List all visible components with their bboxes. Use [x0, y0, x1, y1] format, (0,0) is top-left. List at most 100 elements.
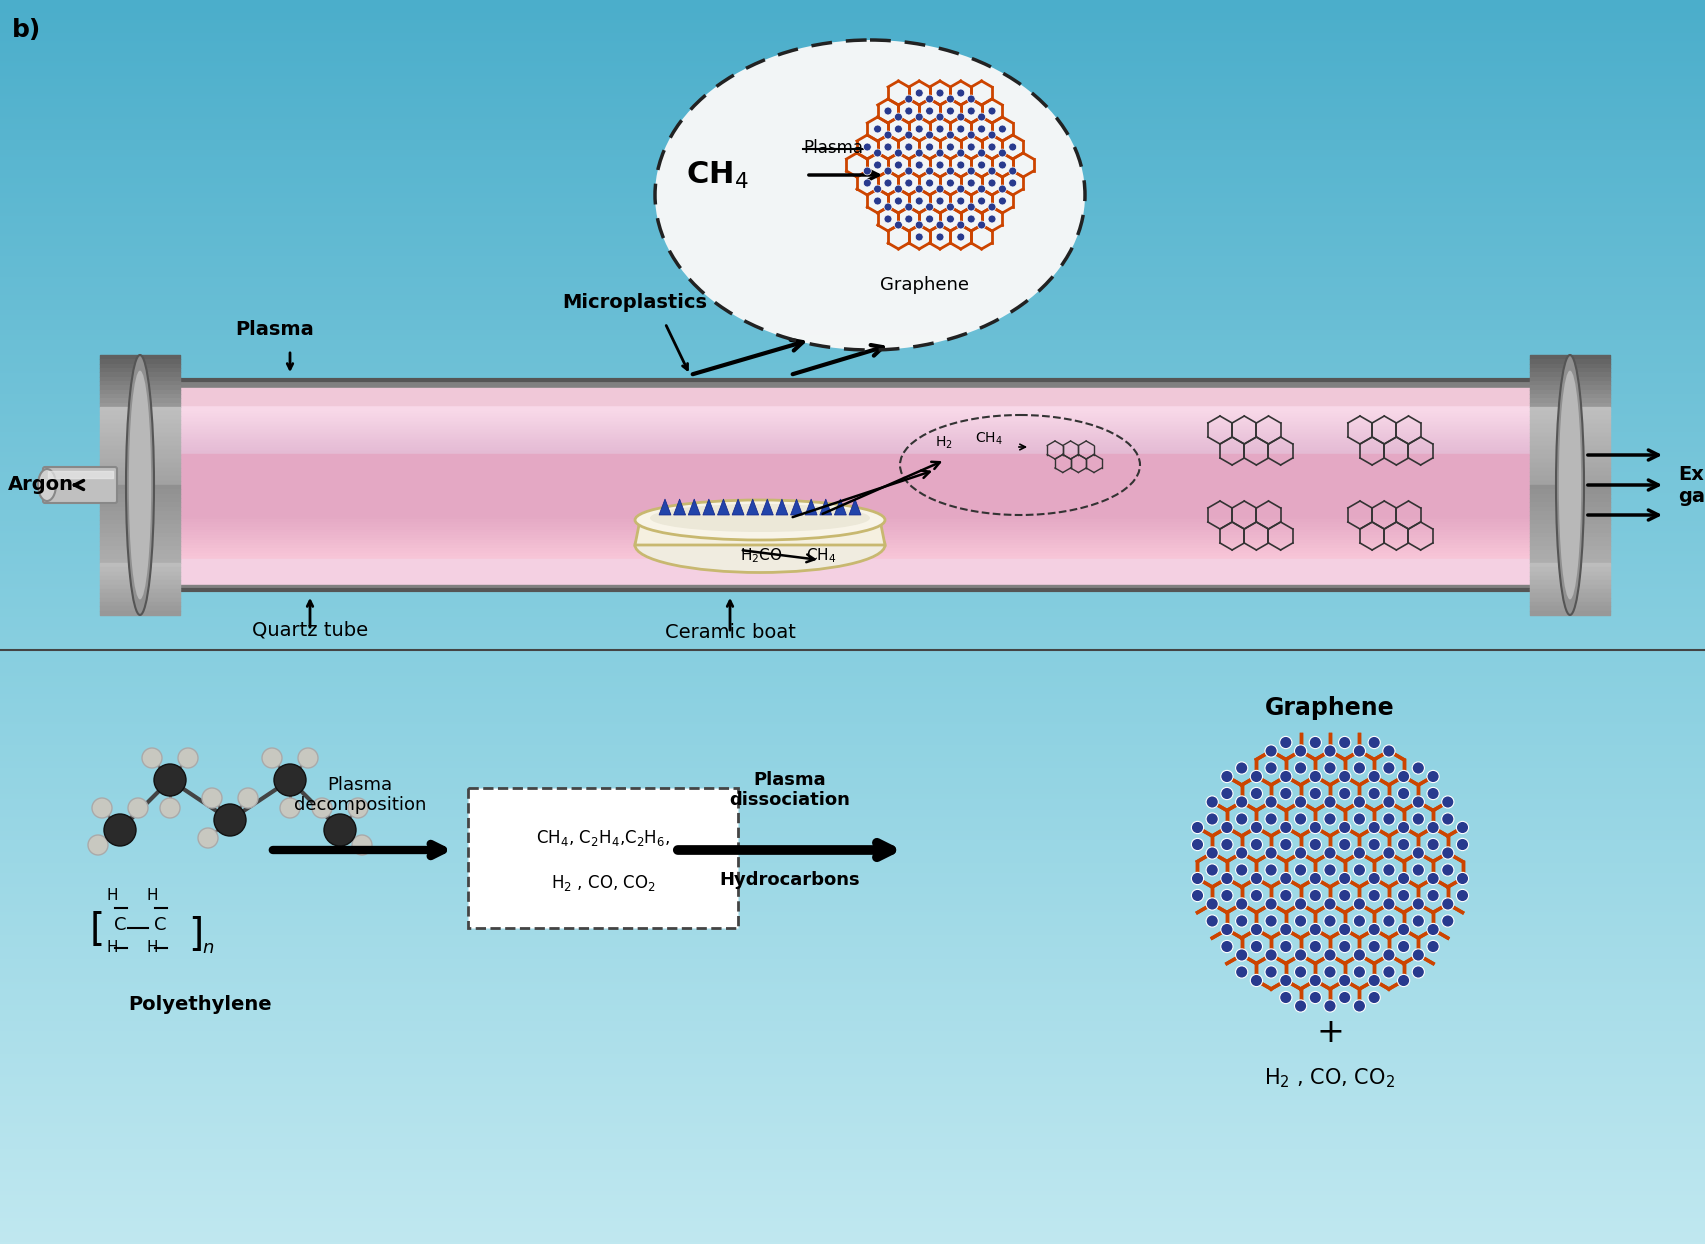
Polygon shape — [702, 499, 714, 515]
Circle shape — [1234, 812, 1246, 825]
Circle shape — [1412, 965, 1424, 978]
Circle shape — [1323, 898, 1335, 911]
Polygon shape — [849, 499, 861, 515]
Circle shape — [977, 221, 985, 229]
Circle shape — [873, 197, 881, 205]
Circle shape — [1234, 965, 1246, 978]
Circle shape — [263, 748, 281, 768]
Circle shape — [987, 203, 996, 211]
Circle shape — [987, 167, 996, 175]
Circle shape — [926, 107, 933, 114]
Circle shape — [1250, 872, 1262, 884]
Circle shape — [1456, 821, 1468, 833]
Ellipse shape — [1555, 355, 1582, 615]
Circle shape — [1412, 796, 1424, 809]
Circle shape — [1383, 863, 1395, 876]
Circle shape — [936, 90, 943, 97]
Circle shape — [1352, 847, 1364, 860]
Circle shape — [1294, 863, 1306, 876]
Circle shape — [1234, 847, 1246, 860]
Circle shape — [987, 215, 996, 223]
Circle shape — [1263, 949, 1277, 962]
Text: Quartz tube: Quartz tube — [252, 620, 368, 639]
Circle shape — [946, 167, 953, 175]
Circle shape — [873, 185, 881, 193]
Circle shape — [1323, 847, 1335, 860]
Circle shape — [1294, 965, 1306, 978]
Circle shape — [1234, 796, 1246, 809]
Text: H$_2$ , CO, CO$_2$: H$_2$ , CO, CO$_2$ — [1263, 1066, 1395, 1090]
Text: CH$_4$, C$_2$H$_4$,C$_2$H$_6$,: CH$_4$, C$_2$H$_4$,C$_2$H$_6$, — [535, 829, 670, 848]
Circle shape — [893, 160, 902, 169]
Circle shape — [904, 179, 912, 187]
Circle shape — [883, 107, 892, 114]
Circle shape — [967, 143, 975, 151]
Polygon shape — [805, 499, 817, 515]
Circle shape — [1263, 761, 1277, 774]
Circle shape — [1412, 812, 1424, 825]
Circle shape — [1263, 812, 1277, 825]
Circle shape — [1441, 898, 1453, 911]
Circle shape — [1396, 940, 1408, 953]
Circle shape — [1294, 761, 1306, 774]
FancyBboxPatch shape — [43, 466, 118, 503]
Circle shape — [1383, 812, 1395, 825]
Circle shape — [926, 179, 933, 187]
Circle shape — [1234, 949, 1246, 962]
Text: Ceramic boat: Ceramic boat — [665, 623, 795, 642]
Circle shape — [1456, 872, 1468, 884]
Circle shape — [1352, 965, 1364, 978]
Circle shape — [1250, 923, 1262, 935]
Circle shape — [1425, 838, 1439, 851]
Circle shape — [1263, 914, 1277, 927]
Polygon shape — [731, 499, 743, 515]
Circle shape — [1352, 812, 1364, 825]
Circle shape — [1456, 838, 1468, 851]
Circle shape — [1367, 736, 1379, 749]
Circle shape — [1323, 745, 1335, 758]
Circle shape — [957, 185, 965, 193]
Circle shape — [914, 221, 922, 229]
Text: Plasma: Plasma — [235, 320, 314, 340]
Text: H$_2$CO: H$_2$CO — [740, 546, 783, 565]
Circle shape — [1425, 872, 1439, 884]
Circle shape — [1250, 974, 1262, 986]
Text: Exhaust
gases: Exhaust gases — [1678, 464, 1705, 505]
FancyBboxPatch shape — [467, 787, 738, 928]
Circle shape — [1352, 796, 1364, 809]
Circle shape — [1279, 940, 1291, 953]
Circle shape — [1338, 974, 1350, 986]
Ellipse shape — [634, 500, 885, 540]
Circle shape — [1323, 949, 1335, 962]
Circle shape — [1234, 761, 1246, 774]
Circle shape — [1323, 796, 1335, 809]
Circle shape — [926, 203, 933, 211]
Circle shape — [348, 797, 368, 819]
Text: C: C — [114, 916, 126, 934]
Circle shape — [1250, 770, 1262, 782]
Circle shape — [1250, 787, 1262, 800]
Circle shape — [946, 143, 953, 151]
Text: CH$_4$: CH$_4$ — [805, 546, 835, 565]
Polygon shape — [718, 499, 730, 515]
Circle shape — [946, 179, 953, 187]
Circle shape — [893, 149, 902, 157]
Circle shape — [1221, 872, 1233, 884]
Circle shape — [1308, 940, 1321, 953]
Circle shape — [1367, 923, 1379, 935]
Circle shape — [213, 804, 246, 836]
Circle shape — [1308, 736, 1321, 749]
Circle shape — [893, 197, 902, 205]
Circle shape — [1263, 965, 1277, 978]
Circle shape — [1383, 761, 1395, 774]
Ellipse shape — [634, 518, 885, 572]
Circle shape — [1279, 889, 1291, 902]
Circle shape — [883, 131, 892, 139]
Circle shape — [936, 149, 943, 157]
Circle shape — [883, 203, 892, 211]
Circle shape — [1323, 965, 1335, 978]
Circle shape — [1008, 143, 1016, 151]
Polygon shape — [658, 499, 670, 515]
Circle shape — [1412, 898, 1424, 911]
Circle shape — [914, 113, 922, 121]
